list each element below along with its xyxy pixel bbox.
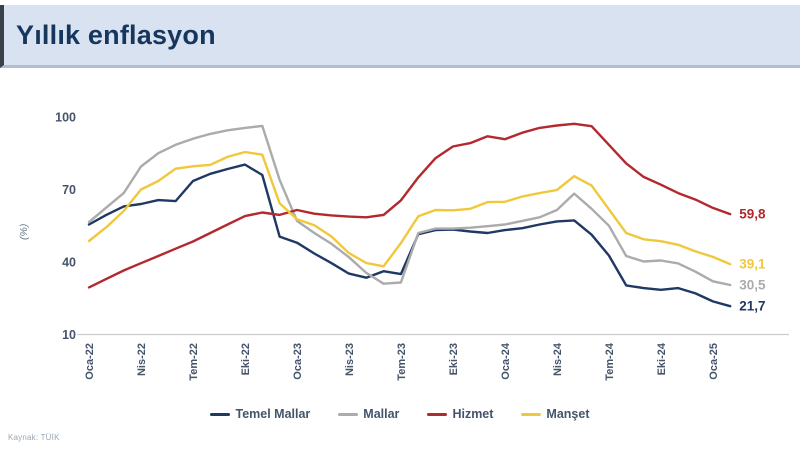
end-label-mallar: 30,5: [739, 277, 766, 292]
end-label-hizmet: 59,8: [739, 207, 766, 222]
x-tick-label: Eki-22: [240, 343, 252, 375]
x-tick-label: Nis-24: [552, 342, 564, 376]
legend-item-manset: Manşet: [521, 407, 590, 421]
series-line-manşet: [87, 150, 732, 268]
y-tick-label: 70: [62, 183, 76, 197]
slide-header: Yıllık enflasyon: [0, 5, 800, 68]
legend-label-mallar: Mallar: [363, 407, 400, 421]
series-line-mallar: [87, 124, 732, 287]
x-tick-label: Eki-24: [656, 342, 668, 375]
legend-item-hizmet: Hizmet: [427, 407, 493, 421]
x-tick-label: Eki-23: [448, 343, 460, 375]
legend-item-temel-mallar: Temel Mallar: [210, 407, 310, 421]
legend-label-manset: Manşet: [546, 407, 590, 421]
x-tick-label: Tem-23: [396, 343, 408, 381]
x-tick-label: Oca-22: [84, 343, 96, 380]
chart-legend: Temel Mallar Mallar Hizmet Manşet: [0, 407, 800, 421]
x-tick-label: Oca-25: [708, 343, 720, 380]
series-line-hizmet: [87, 122, 732, 289]
x-tick-label: Tem-22: [188, 343, 200, 381]
legend-swatch-mallar: [338, 412, 359, 416]
legend-swatch-hizmet: [427, 412, 448, 416]
y-axis-title: (%): [18, 224, 30, 240]
x-tick-label: Oca-24: [500, 342, 512, 380]
x-tick-label: Tem-24: [604, 342, 616, 381]
page-title: Yıllık enflasyon: [16, 19, 216, 50]
end-label-temel-mallar: 21,7: [739, 299, 765, 314]
x-tick-label: Nis-22: [136, 343, 148, 376]
legend-item-mallar: Mallar: [338, 407, 399, 421]
legend-swatch-temel-mallar: [210, 412, 231, 416]
x-tick-label: Nis-23: [344, 343, 356, 376]
source-note: Kaynak: TÜİK: [8, 433, 60, 442]
x-tick-label: Oca-23: [292, 343, 304, 380]
legend-label-temel-mallar: Temel Mallar: [235, 407, 311, 421]
legend-label-hizmet: Hizmet: [452, 407, 494, 421]
y-tick-label: 40: [62, 255, 76, 269]
y-tick-label: 10: [62, 328, 76, 342]
legend-swatch-manset: [521, 412, 542, 416]
end-label-manşet: 39,1: [739, 257, 766, 272]
y-tick-label: 100: [55, 110, 76, 124]
